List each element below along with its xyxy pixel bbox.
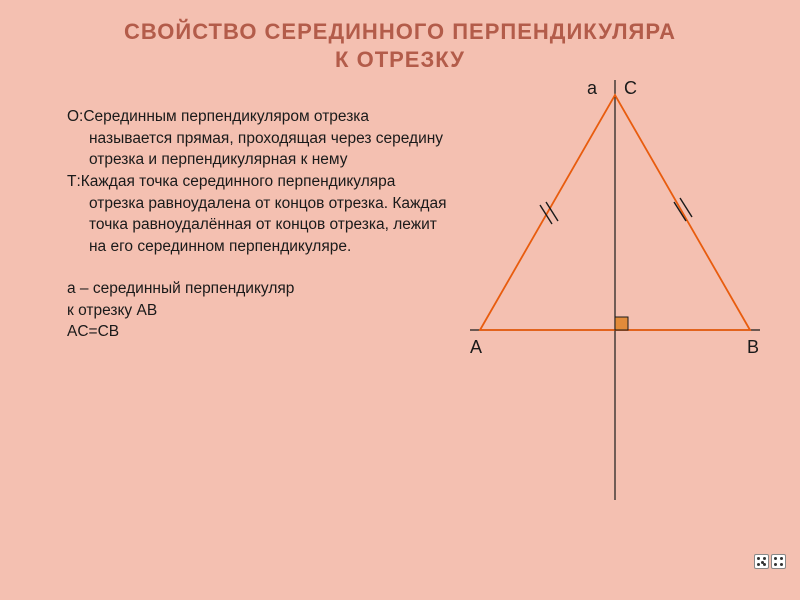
notes: a – серединный перпендикуляр к отрезку A… xyxy=(45,278,450,343)
theorem-text: Т:Каждая точка серединного перпендикуляр… xyxy=(45,171,450,258)
diagram-svg xyxy=(460,80,770,530)
definition-text: О:Серединным перпендикуляром отрезка наз… xyxy=(45,106,450,171)
title-line-1: СВОЙСТВО СЕРЕДИННОГО ПЕРПЕНДИКУЛЯРА xyxy=(20,18,780,46)
note-line-1: a – серединный перпендикуляр xyxy=(67,278,450,300)
label-b-point: B xyxy=(747,337,759,358)
label-c: C xyxy=(624,78,637,99)
note-line-2: к отрезку AB xyxy=(67,300,450,322)
title-line-2: К ОТРЕЗКУ xyxy=(20,46,780,74)
die-left xyxy=(754,554,769,569)
diagram: a C A B xyxy=(460,80,770,530)
text-column: О:Серединным перпендикуляром отрезка наз… xyxy=(20,81,450,343)
note-line-3: AC=CB xyxy=(67,321,450,343)
dice-icon[interactable] xyxy=(754,554,786,586)
slide-title: СВОЙСТВО СЕРЕДИННОГО ПЕРПЕНДИКУЛЯРА К ОТ… xyxy=(0,0,800,81)
label-a-point: A xyxy=(470,337,482,358)
die-right xyxy=(771,554,786,569)
label-a: a xyxy=(587,78,597,99)
